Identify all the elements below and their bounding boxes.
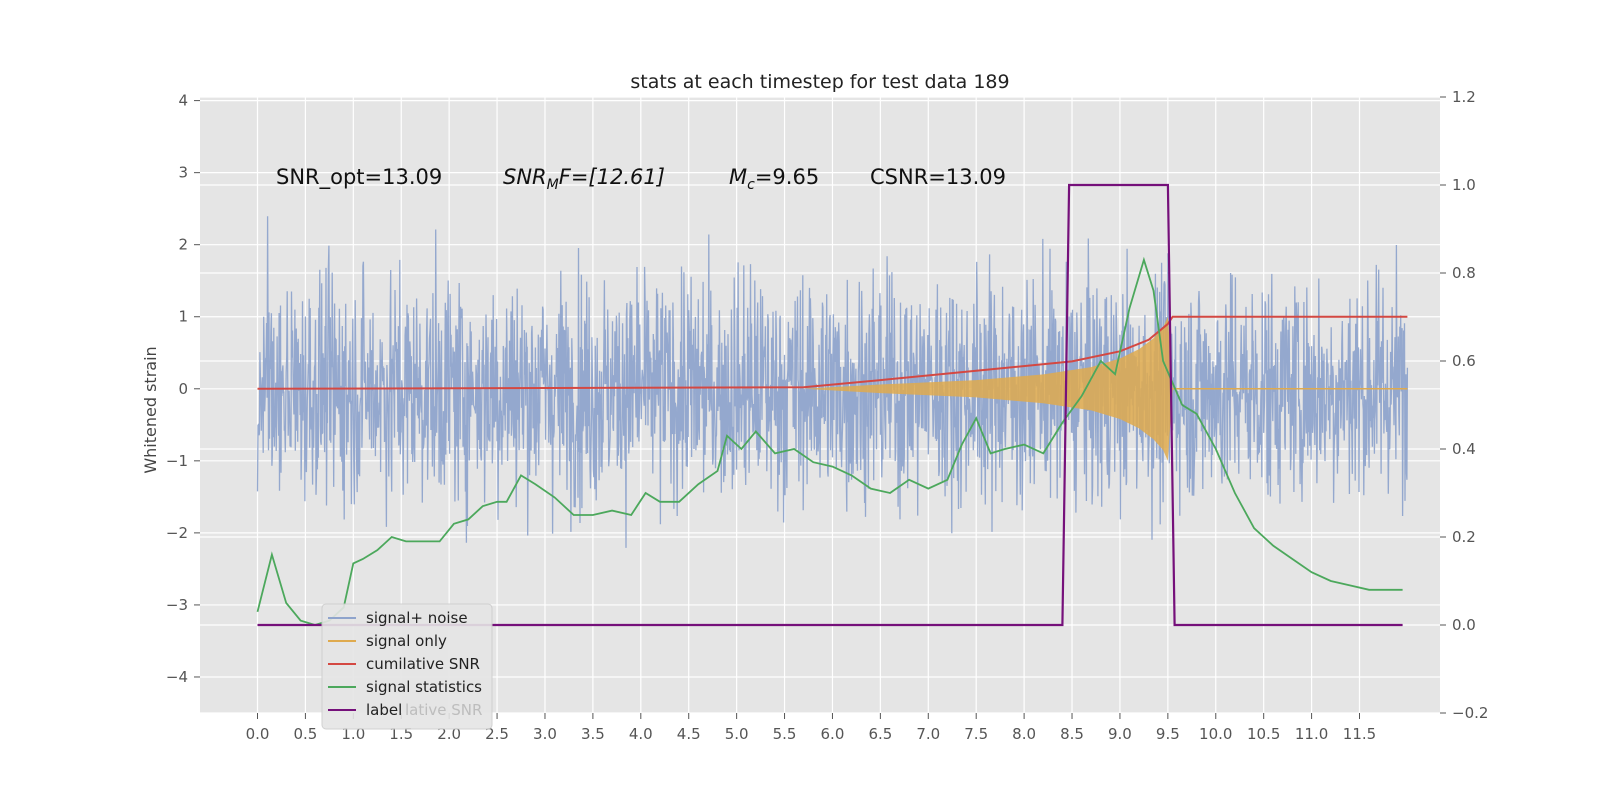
x-tick-label: 3.5 [581,725,605,743]
x-tick-label: 11.5 [1343,725,1376,743]
y-tick-label-right: 0.0 [1452,616,1476,634]
y-tick-label-right: 1.2 [1452,88,1476,106]
x-tick-label: 7.5 [964,725,988,743]
y-tick-label-right: 0.8 [1452,264,1476,282]
y-tick-label-left: −2 [166,524,188,542]
legend-label: signal statistics [366,678,482,696]
signal-noise-line [256,216,1409,548]
x-tick-label: 6.0 [821,725,845,743]
y-tick-label-left: −3 [166,596,188,614]
annotation-snr-mf: SNRMF=[12.61] [503,165,665,193]
annotation-snr-opt: SNR_opt=13.09 [276,165,442,190]
y-tick-label-left: −4 [166,668,188,686]
label-line [257,183,1403,627]
annotation-mc-value: =9.65 [755,165,819,189]
legend-label: label [366,701,402,719]
y-tick-label-right: 0.4 [1452,440,1476,458]
y-axis-label: Whitened strain [141,346,160,473]
series-signal-noise [256,216,1409,548]
annotation-csnr: CSNR=13.09 [870,165,1006,189]
legend-label: signal only [366,632,447,650]
y-tick-label-left: 4 [178,92,188,110]
y-tick-label-left: −1 [166,452,188,470]
axes: 0.0 0.5 1.0 1.5 2.0 2.5 3.0 3.5 4.0 4.5 5.0 5.5 6.0 6… [166,88,1489,743]
x-tick-label: 0.5 [293,725,317,743]
x-tick-label: 4.0 [629,725,653,743]
x-tick-label: 9.5 [1156,725,1180,743]
legend-label: signal+ noise [366,609,468,627]
annotation-snr-mf-value: F=[12.61] [559,165,665,189]
x-tick-label: 9.0 [1108,725,1132,743]
x-tick-label: 5.5 [773,725,797,743]
x-tick-label: 4.5 [677,725,701,743]
annotation-snr-mf-symbol: SNR [503,165,547,189]
y-tick-label-right: 0.6 [1452,352,1476,370]
annotation-mc: Mc=9.65 [729,165,819,193]
annotation-snr-mf-subscript: M [547,177,559,193]
y-tick-label-right: −0.2 [1452,704,1488,722]
y-tick-label-left: 0 [178,380,188,398]
x-tick-label: 11.0 [1295,725,1328,743]
series-signal-only [803,316,1408,461]
signal-only-fill [803,316,1408,461]
y-tick-label-right: 1.0 [1452,176,1476,194]
chart-title: stats at each timestep for test data 189 [630,71,1009,93]
legend: signal+ noise signal only cumilative SNR si… [321,603,493,730]
annotation-mc-subscript: c [747,177,755,193]
y-tick-label-left: 1 [178,308,188,326]
x-tick-label: 2.5 [485,725,509,743]
x-tick-label: 5.0 [725,725,749,743]
legend-box [321,603,493,730]
series-signal-statistics [256,256,1403,626]
y-tick-label-left: 2 [178,236,188,254]
x-tick-label: 10.5 [1247,725,1280,743]
y-tick-label-right: 0.2 [1452,528,1476,546]
signal-statistics-line [256,256,1403,626]
annotation-mc-symbol: M [729,165,747,189]
legend-overlap-text: lative SNR [405,701,482,719]
x-tick-label: 0.0 [246,725,270,743]
series-label [257,183,1403,627]
x-tick-label: 6.5 [868,725,892,743]
legend-label: cumilative SNR [366,655,480,673]
x-tick-label: 7.0 [916,725,940,743]
x-tick-label: 8.0 [1012,725,1036,743]
x-tick-label: 8.5 [1060,725,1084,743]
y-tick-label-left: 3 [178,164,188,182]
x-tick-label: 3.0 [533,725,557,743]
x-tick-label: 10.0 [1199,725,1232,743]
